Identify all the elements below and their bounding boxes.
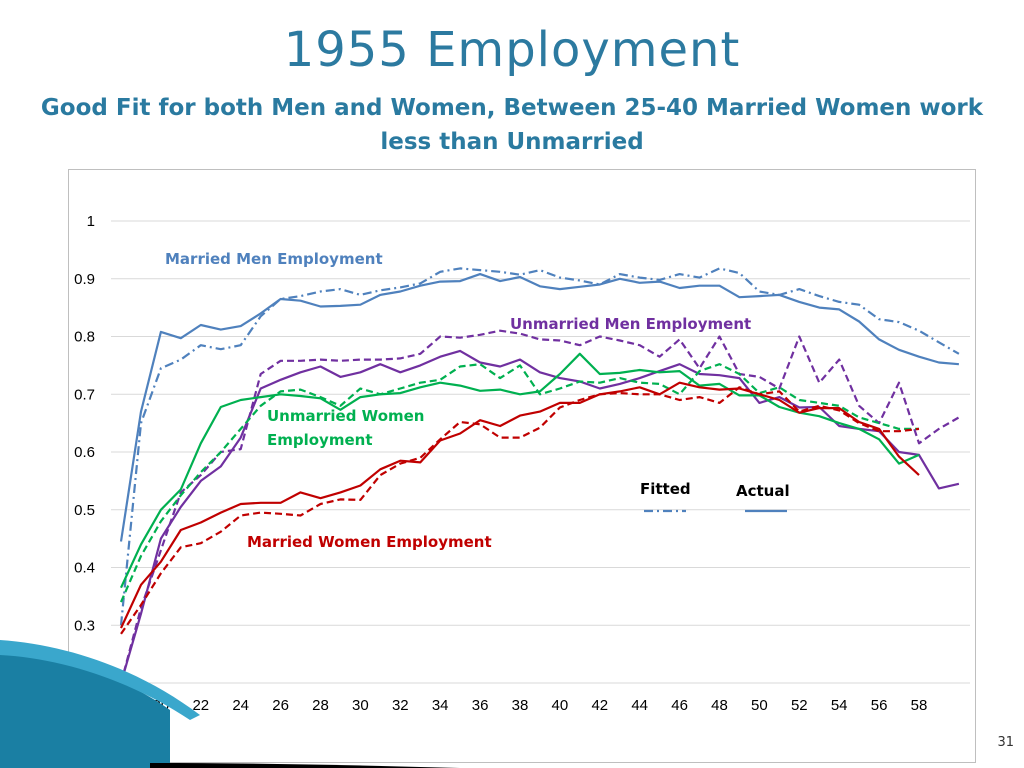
slide-title: 1955 Employment bbox=[283, 22, 741, 78]
x-tick-label: 26 bbox=[272, 697, 289, 714]
annotation-unmarried-men: Unmarried Men Employment bbox=[510, 315, 751, 333]
series-line-married_men-fitted bbox=[119, 267, 960, 626]
x-tick-label: 58 bbox=[911, 697, 928, 714]
annotation-married-women: Married Women Employment bbox=[247, 533, 492, 551]
corner-decoration bbox=[0, 640, 460, 768]
x-tick-label: 56 bbox=[871, 697, 888, 714]
x-tick-label: 22 bbox=[192, 697, 209, 714]
x-tick-label: 44 bbox=[631, 697, 648, 714]
series-line-married_women-fitted bbox=[120, 386, 920, 635]
swoosh-shape bbox=[0, 650, 170, 768]
page-number: 31 bbox=[997, 735, 1014, 750]
x-tick-label: 48 bbox=[711, 697, 728, 714]
x-tick-label: 36 bbox=[472, 697, 489, 714]
x-tick-label: 50 bbox=[751, 697, 768, 714]
series-lines bbox=[119, 267, 960, 684]
x-tick-label: 34 bbox=[432, 697, 449, 714]
legend: Fitted Actual bbox=[640, 480, 790, 513]
x-tick-label: 52 bbox=[791, 697, 808, 714]
gridlines bbox=[111, 220, 970, 684]
x-tick-label: 40 bbox=[552, 697, 569, 714]
swoosh-highlight bbox=[0, 640, 200, 720]
series-line-married_men-actual bbox=[119, 272, 959, 542]
y-tick-label: 1 bbox=[87, 213, 95, 230]
x-tick-label: 24 bbox=[232, 697, 249, 714]
y-tick-label: 0.3 bbox=[74, 617, 95, 634]
series-line-unmarried_women-actual bbox=[120, 352, 920, 589]
series-line-unmarried_women-fitted bbox=[119, 363, 919, 603]
y-tick-label: 0.4 bbox=[74, 560, 95, 577]
swoosh-base bbox=[150, 763, 460, 768]
annotation-unmarried-women-line1: Unmarried Women bbox=[267, 407, 424, 425]
y-tick-label: 0.9 bbox=[74, 271, 95, 288]
series-annotations: Married Men Employment Unmarried Men Emp… bbox=[165, 250, 751, 551]
chart-frame: 0.20.30.40.50.60.70.80.91182022242628303… bbox=[68, 169, 976, 763]
annotation-married-men: Married Men Employment bbox=[165, 250, 383, 268]
series-line-married_women-actual bbox=[120, 381, 920, 629]
legend-fitted-label: Fitted bbox=[640, 480, 691, 498]
y-tick-label: 0.7 bbox=[74, 386, 95, 403]
y-tick-label: 0.6 bbox=[74, 444, 95, 461]
y-tick-label: 0.8 bbox=[74, 329, 95, 346]
x-tick-label: 38 bbox=[512, 697, 529, 714]
series-line-unmarried_men-fitted bbox=[119, 329, 960, 684]
x-tick-label: 30 bbox=[352, 697, 369, 714]
employment-line-chart: 0.20.30.40.50.60.70.80.91182022242628303… bbox=[74, 213, 970, 714]
x-tick-label: 32 bbox=[392, 697, 409, 714]
legend-actual-label: Actual bbox=[736, 482, 790, 500]
x-tick-label: 54 bbox=[831, 697, 848, 714]
x-tick-label: 28 bbox=[312, 697, 329, 714]
slide-subtitle: Good Fit for both Men and Women, Between… bbox=[40, 95, 984, 155]
x-tick-label: 46 bbox=[671, 697, 688, 714]
y-tick-label: 0.5 bbox=[74, 502, 95, 519]
annotation-unmarried-women-line2: Employment bbox=[267, 431, 373, 449]
x-tick-label: 42 bbox=[591, 697, 608, 714]
